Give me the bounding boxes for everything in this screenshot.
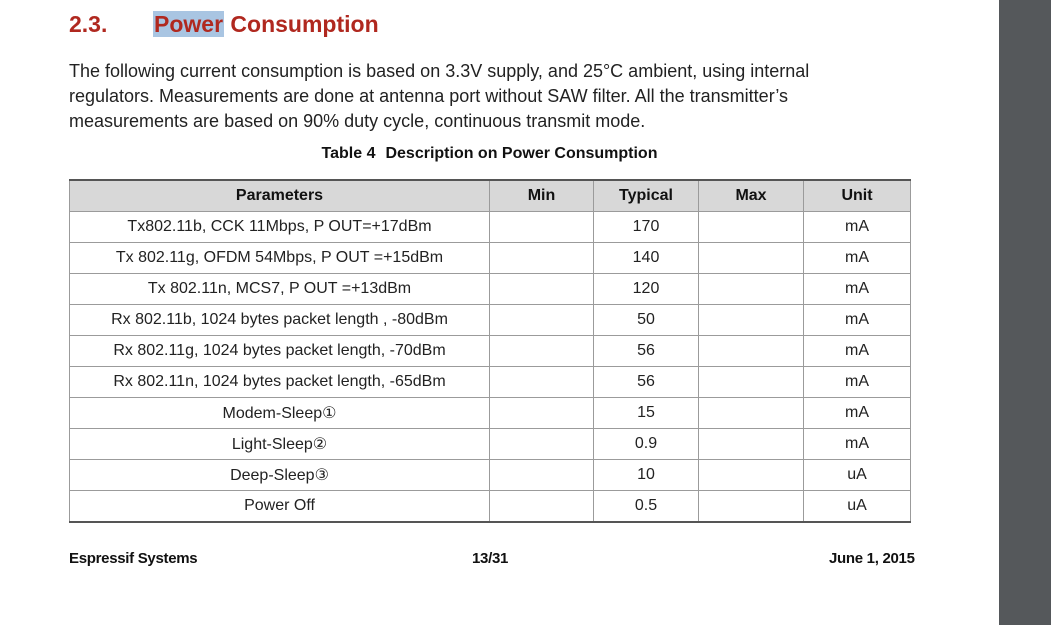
cell-unit: mA: [803, 366, 911, 398]
cell-unit: mA: [803, 335, 911, 367]
cell-parameter: Deep-Sleep③: [69, 459, 490, 491]
table-header-row: Parameters Min Typical Max Unit: [69, 179, 911, 212]
cell-unit: mA: [803, 211, 911, 243]
cell-min: [489, 366, 594, 398]
header-min: Min: [489, 179, 594, 212]
cell-min: [489, 242, 594, 274]
cell-max: [698, 366, 804, 398]
cell-parameter: Modem-Sleep①: [69, 397, 490, 429]
cell-parameter: Tx 802.11n, MCS7, P OUT =+13dBm: [69, 273, 490, 305]
header-parameters: Parameters: [69, 179, 490, 212]
cell-parameter: Tx802.11b, CCK 11Mbps, P OUT=+17dBm: [69, 211, 490, 243]
cell-typical: 56: [593, 366, 699, 398]
cell-typical: 140: [593, 242, 699, 274]
cell-max: [698, 211, 804, 243]
cell-max: [698, 242, 804, 274]
cell-min: [489, 459, 594, 491]
cell-min: [489, 428, 594, 460]
section-heading: 2.3. Power Consumption: [69, 11, 379, 41]
section-title-highlighted-word[interactable]: Power: [153, 11, 225, 37]
table-row: Power Off 0.5 uA: [69, 490, 911, 523]
table-row: Rx 802.11n, 1024 bytes packet length, -6…: [69, 366, 911, 398]
table-row: Modem-Sleep① 15 mA: [69, 397, 911, 429]
cell-parameter: Light-Sleep②: [69, 428, 490, 460]
viewer-scrollbar[interactable]: [999, 0, 1051, 625]
header-max: Max: [698, 179, 804, 212]
cell-max: [698, 459, 804, 491]
header-unit: Unit: [803, 179, 911, 212]
cell-unit: mA: [803, 428, 911, 460]
cell-unit: uA: [803, 459, 911, 491]
table-row: Rx 802.11g, 1024 bytes packet length, -7…: [69, 335, 911, 367]
footer-date: June 1, 2015: [829, 550, 915, 567]
cell-unit: mA: [803, 304, 911, 336]
intro-paragraph: The following current consumption is bas…: [69, 61, 810, 131]
cell-max: [698, 428, 804, 460]
cell-parameter: Rx 802.11g, 1024 bytes packet length, -7…: [69, 335, 490, 367]
cell-unit: mA: [803, 397, 911, 429]
cell-typical: 10: [593, 459, 699, 491]
cell-typical: 50: [593, 304, 699, 336]
cell-unit: mA: [803, 242, 911, 274]
cell-min: [489, 397, 594, 429]
cell-min: [489, 335, 594, 367]
cell-parameter: Rx 802.11n, 1024 bytes packet length, -6…: [69, 366, 490, 398]
cell-typical: 56: [593, 335, 699, 367]
table-row: Rx 802.11b, 1024 bytes packet length , -…: [69, 304, 911, 336]
cell-max: [698, 304, 804, 336]
cell-unit: mA: [803, 273, 911, 305]
power-consumption-table: Parameters Min Typical Max Unit Tx802.11…: [69, 179, 911, 523]
cell-max: [698, 490, 804, 523]
cell-parameter: Power Off: [69, 490, 490, 523]
cell-max: [698, 335, 804, 367]
table-row: Tx802.11b, CCK 11Mbps, P OUT=+17dBm 170 …: [69, 211, 911, 243]
cell-typical: 0.5: [593, 490, 699, 523]
cell-typical: 120: [593, 273, 699, 305]
table-caption-label: Table 4: [321, 145, 376, 162]
section-title: Consumption: [224, 11, 379, 37]
cell-min: [489, 211, 594, 243]
table-row: Tx 802.11g, OFDM 54Mbps, P OUT =+15dBm 1…: [69, 242, 911, 274]
cell-typical: 0.9: [593, 428, 699, 460]
section-number: 2.3.: [69, 11, 108, 37]
header-typical: Typical: [593, 179, 699, 212]
table-caption: Table 4 Description on Power Consumption: [0, 145, 979, 163]
table-row: Tx 802.11n, MCS7, P OUT =+13dBm 120 mA: [69, 273, 911, 305]
cell-min: [489, 273, 594, 305]
cell-max: [698, 397, 804, 429]
table-row: Deep-Sleep③ 10 uA: [69, 459, 911, 491]
cell-min: [489, 490, 594, 523]
cell-parameter: Rx 802.11b, 1024 bytes packet length , -…: [69, 304, 490, 336]
table-row: Light-Sleep② 0.9 mA: [69, 428, 911, 460]
cell-min: [489, 304, 594, 336]
table-caption-title: Description on Power Consumption: [385, 145, 658, 162]
cell-unit: uA: [803, 490, 911, 523]
cell-parameter: Tx 802.11g, OFDM 54Mbps, P OUT =+15dBm: [69, 242, 490, 274]
cell-typical: 15: [593, 397, 699, 429]
document-page: 2.3. Power Consumption The following curr…: [0, 11, 979, 567]
cell-typical: 170: [593, 211, 699, 243]
cell-max: [698, 273, 804, 305]
footer-company: Espressif Systems: [69, 550, 198, 567]
footer-page-number: 13/31: [472, 550, 509, 567]
